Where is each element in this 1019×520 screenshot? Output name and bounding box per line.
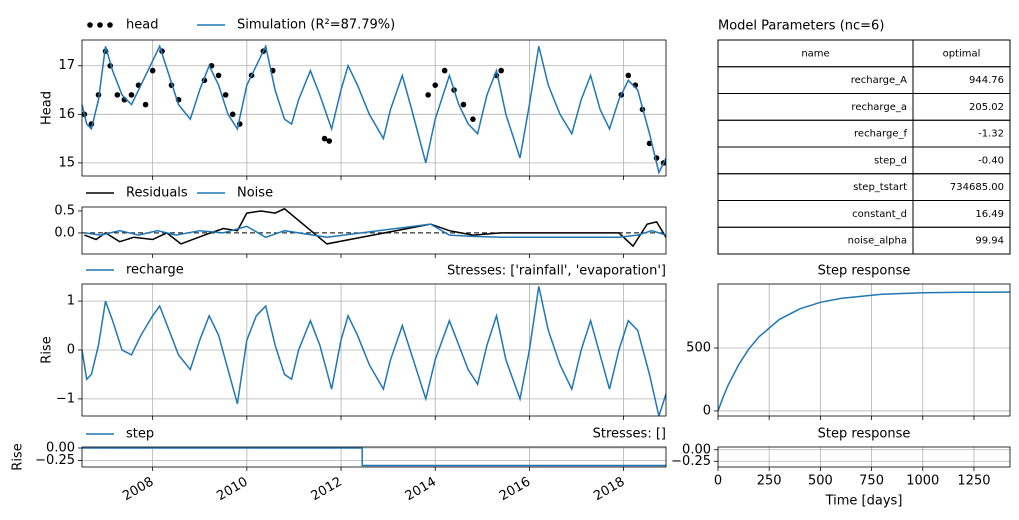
table-name: recharge_a bbox=[851, 102, 907, 113]
axes-frame bbox=[717, 446, 1011, 468]
marker bbox=[326, 138, 333, 144]
axes-frame bbox=[717, 283, 1011, 417]
legend-marker bbox=[97, 22, 103, 28]
y-tick-label: 17 bbox=[58, 58, 75, 73]
axes-frame bbox=[81, 283, 667, 417]
marker bbox=[321, 135, 328, 142]
marker bbox=[441, 67, 448, 74]
marker bbox=[215, 72, 222, 79]
series-line bbox=[84, 207, 666, 248]
x-tick-label: 2014 bbox=[403, 475, 439, 505]
x-tick-label: 500 bbox=[808, 474, 833, 489]
x-tick-label: 250 bbox=[757, 474, 782, 489]
table-value: 944.76 bbox=[969, 75, 1004, 86]
y-axis-label: Rise bbox=[11, 443, 26, 470]
table-title: Model Parameters (nc=6) bbox=[718, 19, 884, 34]
x-tick-label: 2018 bbox=[591, 475, 627, 505]
table-value: 734685.00 bbox=[950, 182, 1004, 193]
y-tick-label: 15 bbox=[58, 155, 75, 170]
table-name: recharge_f bbox=[854, 129, 907, 140]
y-axis-label: Rise bbox=[40, 336, 55, 363]
table-name: constant_d bbox=[852, 209, 907, 220]
legend-marker bbox=[87, 22, 93, 28]
y-tick-label: 1 bbox=[67, 294, 75, 309]
table-cell bbox=[912, 226, 1011, 255]
table-value: 16.49 bbox=[975, 209, 1004, 220]
marker bbox=[222, 92, 229, 98]
chart-title: Stresses: [] bbox=[593, 427, 666, 442]
legend-label: recharge bbox=[126, 263, 184, 278]
plot-area bbox=[82, 284, 666, 416]
y-tick-label: 0 bbox=[703, 403, 711, 418]
axes-frame bbox=[81, 39, 667, 177]
y-tick-label: 0.00 bbox=[682, 442, 711, 457]
plot-area bbox=[718, 284, 1010, 416]
series-line bbox=[84, 223, 666, 239]
marker bbox=[142, 101, 149, 108]
table-name: step_d bbox=[874, 155, 907, 166]
plot-area bbox=[82, 447, 666, 467]
series-line bbox=[82, 44, 666, 175]
y-tick-label: 16 bbox=[58, 107, 75, 122]
plot-area bbox=[718, 447, 1010, 467]
axes-frame bbox=[81, 206, 667, 255]
y-tick-label: 0.00 bbox=[46, 441, 75, 456]
table-header: optimal bbox=[943, 48, 981, 59]
marker bbox=[149, 67, 156, 74]
axes-frame bbox=[81, 446, 667, 468]
series-line bbox=[718, 291, 1010, 412]
plot-area bbox=[82, 40, 666, 176]
marker bbox=[460, 101, 467, 108]
x-tick-label: 1250 bbox=[957, 474, 990, 489]
legend-label: Residuals bbox=[126, 186, 188, 201]
marker bbox=[425, 92, 431, 98]
series-line bbox=[82, 447, 666, 467]
table-name: recharge_A bbox=[851, 75, 907, 86]
x-tick-label: 750 bbox=[859, 474, 884, 489]
x-tick-label: 2010 bbox=[214, 475, 250, 505]
chart-title: Step response bbox=[818, 427, 911, 442]
y-tick-label: 0 bbox=[67, 343, 75, 358]
legend-marker bbox=[107, 22, 113, 28]
marker bbox=[625, 72, 632, 79]
legend-label: Noise bbox=[237, 186, 273, 201]
legend-label: step bbox=[126, 427, 154, 442]
marker bbox=[229, 111, 236, 118]
x-tick-label: 1000 bbox=[906, 474, 939, 489]
marker bbox=[128, 92, 135, 98]
y-axis-label: Head bbox=[40, 91, 55, 125]
x-tick-label: 2016 bbox=[497, 475, 533, 505]
y-tick-label: −0.25 bbox=[35, 453, 75, 468]
y-tick-label: 0.0 bbox=[54, 225, 75, 240]
marker bbox=[114, 92, 121, 98]
table-name: noise_alpha bbox=[848, 236, 907, 247]
table-name: step_tstart bbox=[853, 182, 907, 193]
marker bbox=[470, 116, 476, 122]
table-value: -0.40 bbox=[978, 155, 1004, 166]
legend-label: head bbox=[126, 18, 158, 33]
marker bbox=[432, 82, 439, 88]
chart-title: Stresses: ['rainfall', 'evaporation'] bbox=[447, 264, 666, 279]
legend-label: Simulation (R²=87.79%) bbox=[237, 18, 395, 33]
y-tick-label: −0.25 bbox=[671, 454, 711, 469]
chart-title: Step response bbox=[818, 264, 911, 279]
table-value: 205.02 bbox=[969, 102, 1004, 113]
y-tick-label: 0.5 bbox=[54, 203, 75, 218]
y-tick-label: 500 bbox=[686, 340, 711, 355]
x-axis-label: Time [days] bbox=[825, 494, 903, 509]
x-tick-label: 0 bbox=[714, 474, 722, 489]
marker bbox=[498, 67, 504, 74]
table-value: 99.94 bbox=[975, 236, 1004, 247]
x-tick-label: 2012 bbox=[309, 475, 345, 505]
series-line bbox=[82, 286, 666, 416]
x-tick-label: 2008 bbox=[120, 475, 156, 505]
plot-area bbox=[82, 207, 666, 248]
table-header: name bbox=[801, 48, 829, 59]
table-value: -1.32 bbox=[978, 129, 1004, 140]
y-tick-label: −1 bbox=[56, 391, 75, 406]
